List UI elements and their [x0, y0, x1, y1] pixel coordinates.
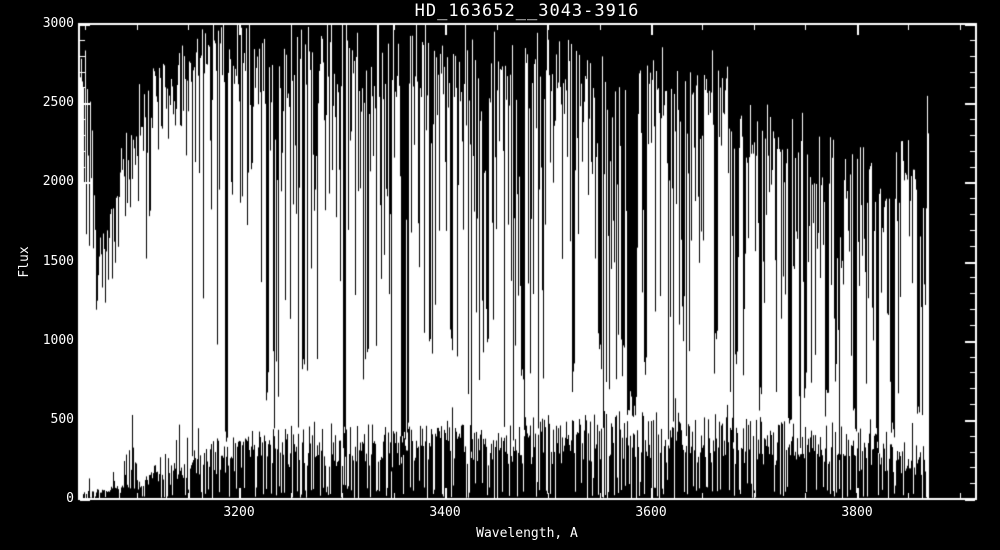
y-tick-label: 1000: [42, 333, 74, 348]
x-tick-label: 3200: [223, 505, 255, 520]
x-tick-label: 3400: [429, 505, 461, 520]
x-axis-title: Wavelength, A: [476, 526, 578, 541]
y-tick-label: 3000: [42, 16, 74, 31]
x-tick-label: 3800: [841, 505, 873, 520]
y-tick-label: 2000: [42, 174, 74, 189]
plot-title: HD_163652__3043-3916: [414, 1, 640, 21]
y-tick-label: 2500: [42, 95, 74, 110]
y-tick-label: 1500: [42, 254, 74, 269]
y-tick-label: 0: [66, 491, 74, 506]
y-tick-label: 500: [50, 412, 74, 427]
x-tick-label: 3600: [635, 505, 667, 520]
